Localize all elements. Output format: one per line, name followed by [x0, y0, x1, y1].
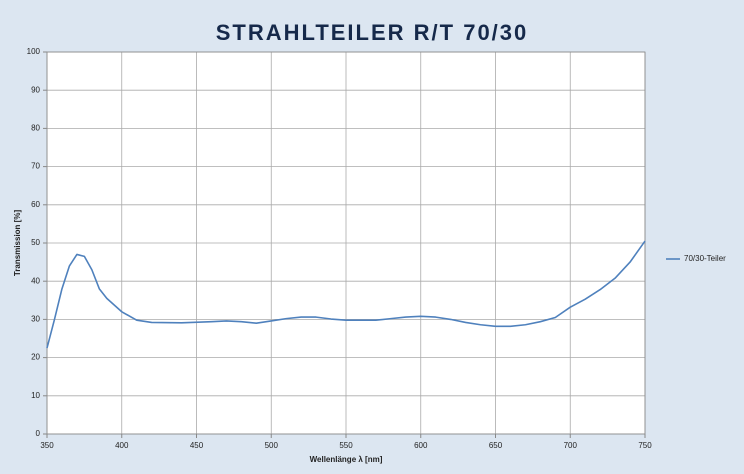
x-tick-label: 500	[265, 441, 279, 450]
y-tick-label: 80	[31, 124, 40, 133]
x-tick-label: 350	[40, 441, 54, 450]
x-tick-label: 750	[638, 441, 652, 450]
x-tick-label: 700	[564, 441, 578, 450]
y-tick-label: 60	[31, 200, 40, 209]
y-tick-label: 10	[31, 391, 40, 400]
y-tick-label: 90	[31, 85, 40, 94]
x-tick-label: 600	[414, 441, 428, 450]
x-axis-label: Wellenlänge λ [nm]	[310, 455, 383, 464]
y-tick-label: 0	[36, 429, 41, 438]
data-line	[46, 240, 646, 349]
x-tick-label: 550	[339, 441, 353, 450]
x-tick-label: 450	[190, 441, 204, 450]
y-tick-label: 20	[31, 353, 40, 362]
chart-title: STRAHLTEILER R/T 70/30	[216, 20, 529, 45]
y-axis-label: Transmission [%]	[13, 210, 22, 277]
y-tick-label: 50	[31, 238, 40, 247]
legend-label: 70/30-Teiler	[684, 254, 726, 263]
x-tick-label: 650	[489, 441, 503, 450]
y-tick-label: 40	[31, 276, 40, 285]
y-tick-label: 100	[27, 47, 41, 56]
y-tick-label: 30	[31, 315, 40, 324]
y-tick-label: 70	[31, 162, 40, 171]
plot-border	[46, 51, 646, 435]
x-tick-label: 400	[115, 441, 129, 450]
